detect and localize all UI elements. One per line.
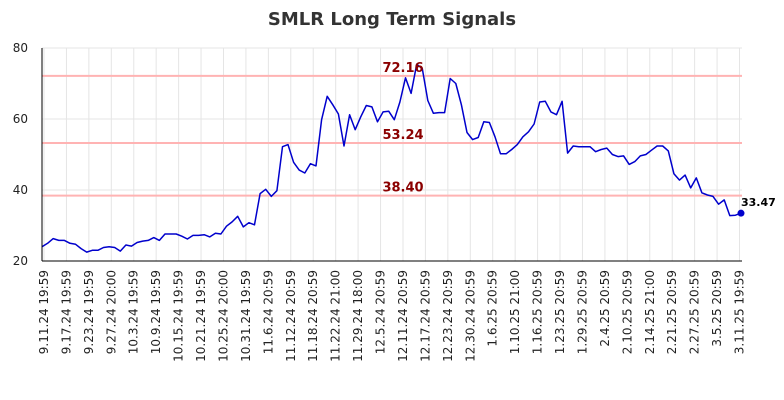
x-tick-label: 2.4.25 20:59 [598,270,612,347]
y-tick-label: 20 [13,254,28,268]
x-tick-label: 1.29.25 20:59 [575,270,589,354]
signal-levels [42,74,742,197]
y-tick-label: 40 [13,183,28,197]
x-tick-label: 1.10.25 21:00 [508,270,522,354]
x-tick-label: 3.5.25 20:59 [710,270,724,347]
x-tick-label: 12.23.24 20:59 [441,270,455,362]
x-tick-label: 10.9.24 19:59 [149,270,163,354]
x-tick-label: 11.18.24 20:59 [306,270,320,362]
axes [41,48,742,262]
x-tick-label: 11.12.24 20:59 [284,270,298,362]
x-tick-label: 10.21.24 19:59 [194,270,208,362]
x-tick-label: 2.27.25 20:59 [688,270,702,354]
grid [42,47,742,262]
x-tick-label: 2.10.25 20:59 [620,270,634,354]
x-tick-label: 12.30.24 20:59 [463,270,477,362]
x-tick-label: 12.11.24 20:59 [396,270,410,362]
signal-level-label: 72.16 [382,61,423,76]
x-tick-label: 10.15.24 19:59 [172,270,186,362]
x-tick-label: 11.6.24 20:59 [261,270,275,354]
last-value-marker [737,209,745,217]
x-tick-label: 11.29.24 18:00 [351,270,365,362]
x-tick-label: 9.11.24 19:59 [37,270,51,354]
x-tick-label: 10.25.24 20:00 [216,270,230,362]
x-tick-label: 9.27.24 20:00 [104,270,118,354]
x-tick-label: 1.16.25 20:59 [531,270,545,354]
y-tick-label: 80 [13,41,28,55]
signal-level-label: 53.24 [382,128,423,143]
signal-level-label: 38.40 [382,181,423,196]
last-value-label: 33.47 [741,196,776,209]
x-tick-label: 1.6.25 20:59 [486,270,500,347]
chart-title: SMLR Long Term Signals [268,9,516,30]
x-tick-label: 9.23.24 19:59 [82,270,96,354]
labels: 20 40 60 80 9.11.24 19:59 9.17.24 19:59 9.23.2… [13,41,776,362]
y-tick-label: 60 [13,112,28,126]
x-tick-label: 3.11.25 19:59 [733,270,747,354]
x-tick-label: 12.17.24 20:59 [418,270,432,362]
x-tick-label: 9.17.24 19:59 [59,270,73,354]
x-tick-label: 2.21.25 20:59 [665,270,679,354]
x-tick-label: 1.23.25 20:59 [553,270,567,354]
price-series-line [41,63,742,253]
x-tick-label: 10.3.24 19:59 [127,270,141,354]
x-tick-label: 2.14.25 21:00 [643,270,657,354]
x-tick-label: 12.5.24 20:59 [374,270,388,354]
x-tick-label: 11.22.24 21:00 [329,270,343,362]
series-layer [41,63,745,253]
x-tick-label: 10.31.24 19:59 [239,270,253,362]
